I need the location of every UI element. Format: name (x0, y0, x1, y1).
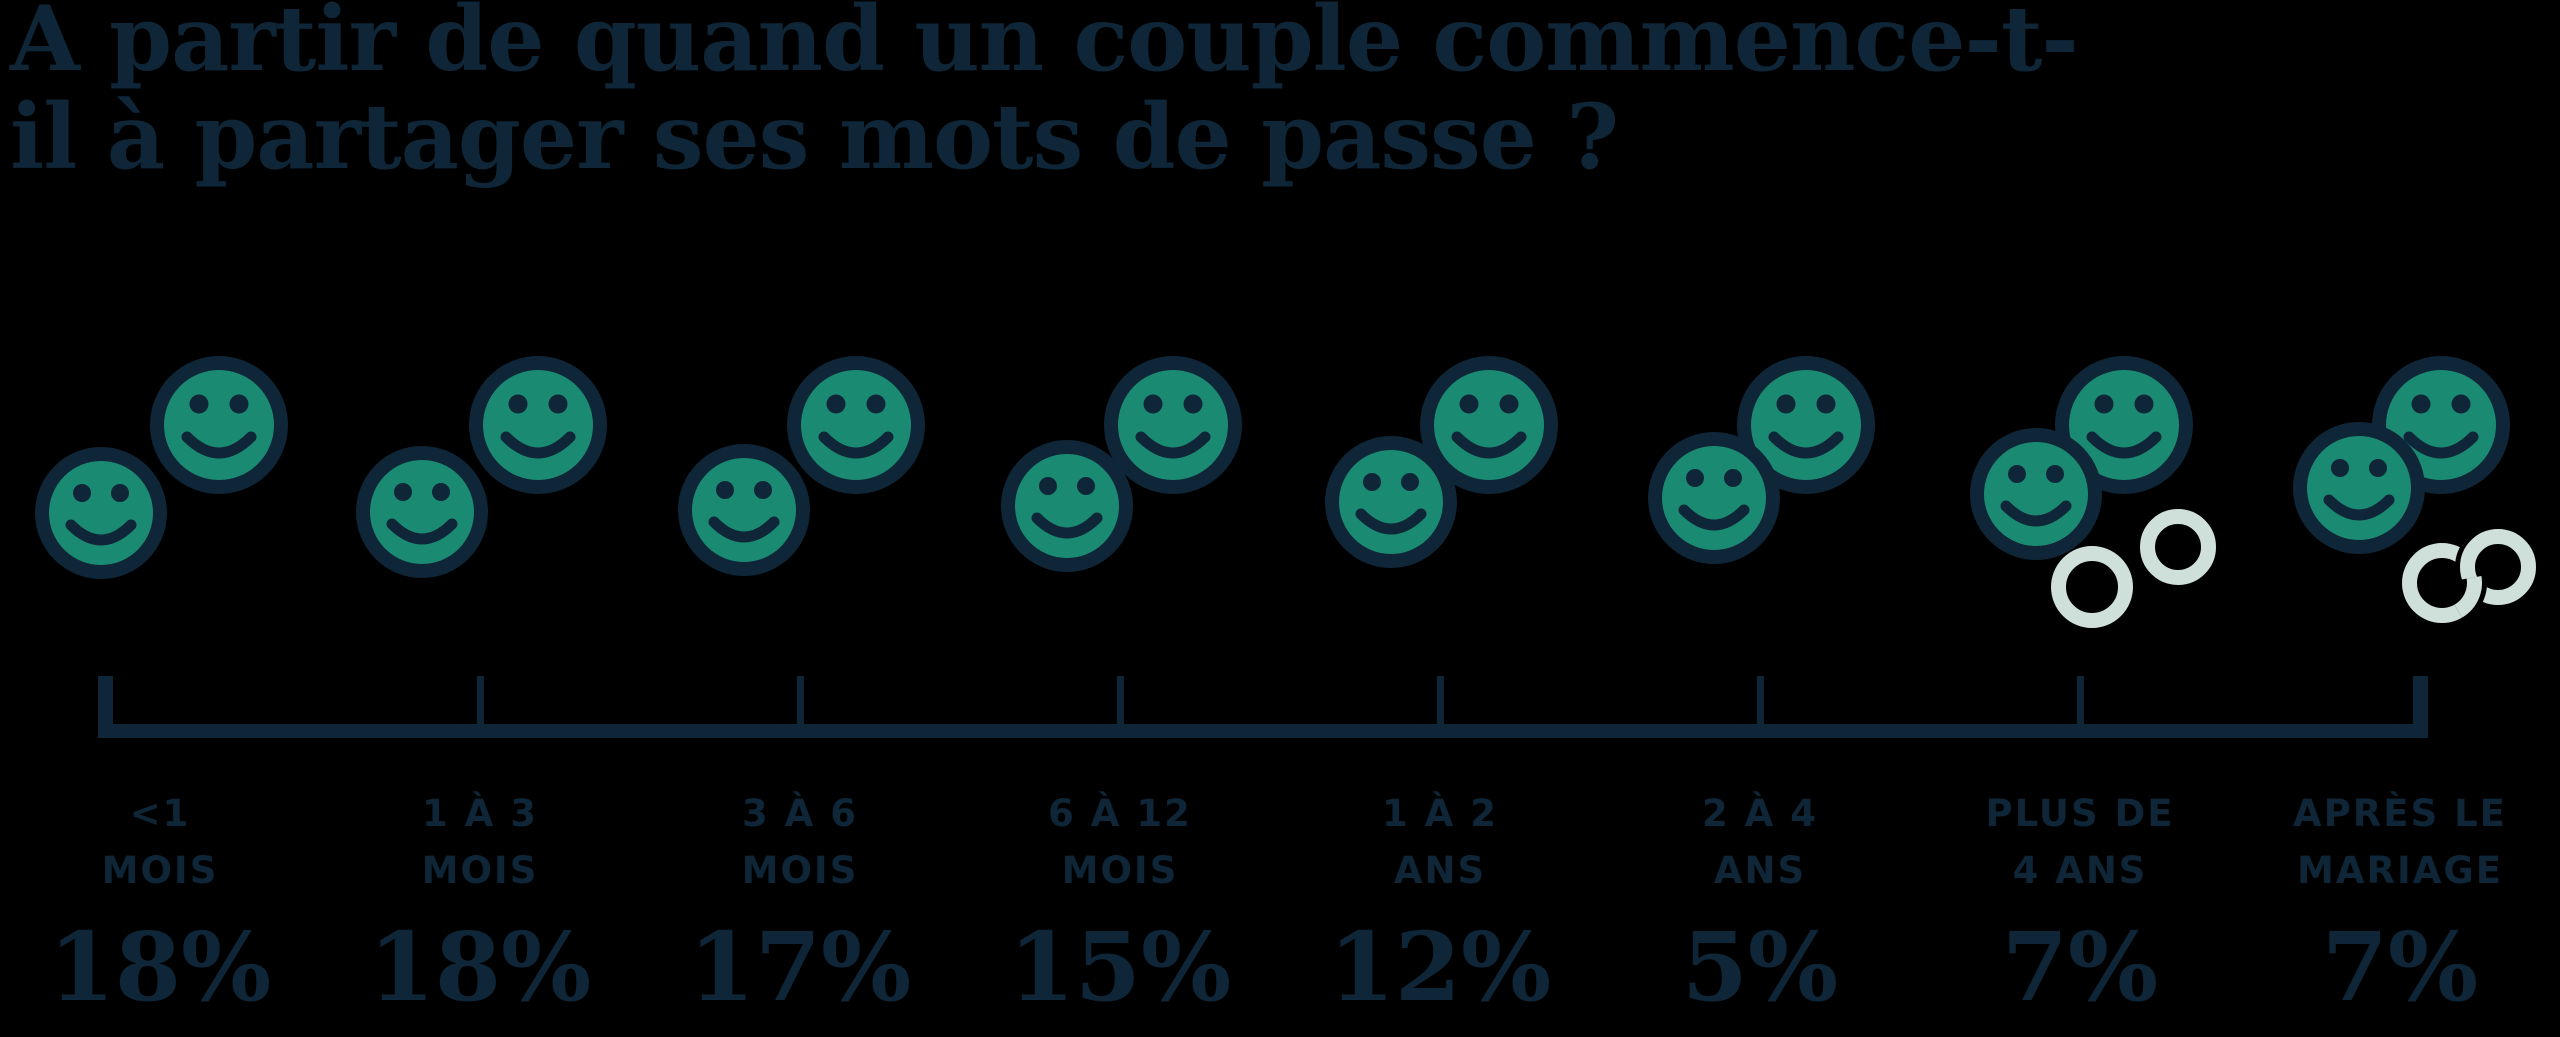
category-label: 1 À 2 ANS (1280, 785, 1600, 899)
axis-tick (1437, 676, 1444, 724)
smiley-pair-icon (1001, 356, 1242, 572)
interlocked-rings-icon (2402, 524, 2541, 623)
category-label-line1: 3 À 6 (742, 792, 858, 835)
category-group: 2 À 4 ANS 5% (1600, 0, 1920, 1037)
category-value: 7% (2001, 912, 2159, 1023)
category-group: 1 À 3 MOIS 18% (320, 0, 640, 1037)
wedding-rings-icon (2051, 509, 2216, 628)
category-label-line1: 6 À 12 (1048, 792, 1192, 835)
category-label: 6 À 12 MOIS (960, 785, 1280, 899)
axis-line (98, 724, 2428, 738)
category-label-line2: MOIS (421, 849, 539, 892)
axis-tick (1117, 676, 1124, 724)
category-label-line2: ANS (1713, 849, 1807, 892)
category-group: <1 MOIS 18% (0, 0, 320, 1037)
category-label-line1: PLUS DE (1985, 792, 2175, 835)
axis-tick (1757, 676, 1764, 724)
category-label: 3 À 6 MOIS (640, 785, 960, 899)
category-value: 18% (368, 912, 592, 1023)
category-value: 17% (688, 912, 912, 1023)
category-value: 12% (1328, 912, 1552, 1023)
category-label-line1: 1 À 2 (1382, 792, 1498, 835)
axis-right-cap (2413, 676, 2428, 738)
axis-tick (797, 676, 804, 724)
smiley-pair-rings-icon (1970, 356, 2216, 628)
category-label-line2: 4 ANS (2012, 849, 2148, 892)
category-group: 3 À 6 MOIS 17% (640, 0, 960, 1037)
smiley-pair-icon (1648, 356, 1875, 564)
category-label-line2: MOIS (101, 849, 219, 892)
smiley-pair-rings-icon (2293, 356, 2541, 623)
category-label-line2: MARIAGE (2297, 849, 2503, 892)
category-label: APRÈS LE MARIAGE (2240, 785, 2560, 899)
smiley-pair-icon (35, 356, 288, 579)
category-label-line1: APRÈS LE (2293, 792, 2507, 835)
category-label: 1 À 3 MOIS (320, 785, 640, 899)
category-label: PLUS DE 4 ANS (1920, 785, 2240, 899)
category-label-line1: 1 À 3 (422, 792, 538, 835)
category-group: 6 À 12 MOIS 15% (960, 0, 1280, 1037)
category-group: 1 À 2 ANS 12% (1280, 0, 1600, 1037)
category-label-line1: <1 (129, 792, 191, 835)
chart-title-line2: il à partager ses mots de passe ? (10, 84, 1619, 190)
category-label: 2 À 4 ANS (1600, 785, 1920, 899)
category-value: 18% (48, 912, 272, 1023)
chart-title: À partir de quand un couple commence-t- … (10, 0, 2079, 190)
category-label-line2: MOIS (1061, 849, 1179, 892)
category-value: 5% (1681, 912, 1839, 1023)
category-label: <1 MOIS (0, 785, 320, 899)
category-group: PLUS DE 4 ANS 7% (1920, 0, 2240, 1037)
chart-title-line1: À partir de quand un couple commence-t- (10, 0, 2079, 92)
smiley-pair-icon (1325, 356, 1558, 568)
smiley-pair-icon (356, 356, 607, 578)
category-label-line2: ANS (1393, 849, 1487, 892)
category-label-line1: 2 À 4 (1702, 792, 1818, 835)
category-group: APRÈS LE MARIAGE 7% (2240, 0, 2560, 1037)
smiley-pair-icon (678, 356, 925, 576)
axis-left-cap (98, 676, 113, 738)
axis-tick (477, 676, 484, 724)
axis-tick (2077, 676, 2084, 724)
category-value: 7% (2321, 912, 2479, 1023)
category-label-line2: MOIS (741, 849, 859, 892)
category-value: 15% (1008, 912, 1232, 1023)
